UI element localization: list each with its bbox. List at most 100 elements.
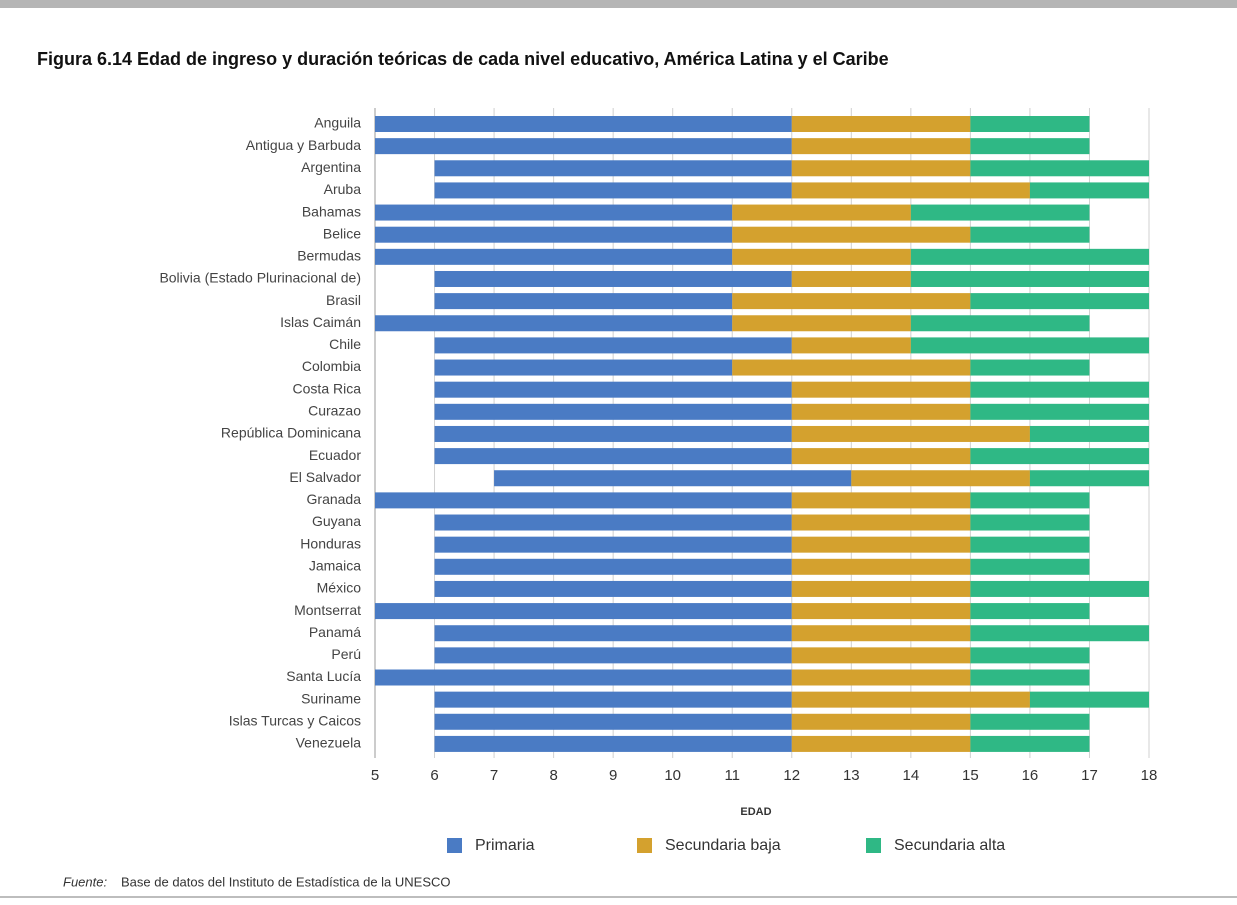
bar-segment — [970, 647, 1090, 664]
bar-segment — [434, 337, 792, 354]
bar-segment — [375, 315, 733, 332]
bar-segment — [791, 625, 971, 642]
bar-segment — [375, 248, 733, 265]
y-tick-label: Granada — [307, 491, 362, 507]
bar-segment — [375, 669, 792, 686]
x-tick-label: 17 — [1081, 767, 1098, 784]
y-tick-label: Aruba — [324, 181, 362, 197]
legend-label: Secundaria baja — [665, 837, 781, 854]
bar-segment — [851, 470, 1030, 487]
x-tick-label: 11 — [724, 767, 740, 784]
bar-segment — [910, 270, 1149, 287]
bar-segment — [1029, 470, 1149, 487]
bar-segment — [791, 691, 1030, 708]
bar-segment — [434, 536, 792, 553]
x-tick-label: 13 — [843, 767, 860, 784]
bar-segment — [791, 603, 971, 620]
y-tick-label: El Salvador — [289, 469, 361, 485]
bar-segment — [970, 492, 1090, 509]
bottom-rule — [0, 896, 1237, 898]
y-tick-label: Guyana — [312, 513, 361, 529]
x-tick-label: 15 — [962, 767, 979, 784]
x-tick-label: 5 — [371, 767, 379, 784]
bar-segment — [970, 293, 1149, 310]
bar-segment — [434, 691, 792, 708]
y-tick-label: Belice — [323, 225, 361, 241]
bar-segment — [434, 293, 733, 310]
bar-segment — [970, 226, 1090, 243]
legend-swatch — [866, 838, 881, 853]
x-axis-label: EDAD — [740, 806, 771, 818]
x-tick-label: 9 — [609, 767, 617, 784]
bar-segment — [970, 713, 1090, 730]
bar-segment — [791, 116, 971, 132]
bar-segment — [434, 182, 792, 199]
bar-segment — [434, 735, 792, 752]
bar-segment — [791, 647, 971, 664]
y-tick-label: Curazao — [308, 403, 361, 419]
bar-segment — [970, 116, 1090, 132]
bar-segment — [970, 669, 1090, 686]
bar-segment — [732, 204, 911, 221]
bar-segment — [970, 580, 1149, 597]
y-tick-label: Islas Caimán — [280, 314, 361, 330]
y-tick-label: Santa Lucía — [286, 668, 361, 684]
bar-segment — [970, 160, 1149, 177]
legend-label: Primaria — [475, 837, 535, 854]
y-tick-label: Perú — [331, 646, 361, 662]
legend-swatch — [447, 838, 462, 853]
bar-segment — [970, 403, 1149, 420]
bar-segment — [434, 359, 733, 376]
bar-segment — [910, 204, 1090, 221]
bar-segment — [791, 580, 971, 597]
bar-segment — [434, 514, 792, 531]
bar-segment — [791, 160, 971, 177]
bar-segment — [970, 448, 1149, 465]
bar-segment — [791, 713, 971, 730]
source-label: Fuente: — [63, 874, 107, 889]
bar-segment — [434, 558, 792, 575]
bar-segment — [434, 160, 792, 177]
y-tick-label: Ecuador — [309, 447, 361, 463]
y-tick-label: Colombia — [302, 358, 361, 374]
y-tick-label: Brasil — [326, 292, 361, 308]
bar-segment — [791, 381, 971, 398]
x-tick-label: 14 — [903, 767, 920, 784]
bar-segment — [434, 425, 792, 442]
bar-segment — [732, 226, 971, 243]
y-tick-label: México — [317, 580, 362, 596]
bar-segment — [970, 536, 1090, 553]
bar-segment — [970, 381, 1149, 398]
bar-segment — [732, 359, 971, 376]
bar-segment — [791, 492, 971, 509]
x-tick-label: 18 — [1141, 767, 1158, 784]
bar-segment — [791, 536, 971, 553]
top-rule — [0, 0, 1237, 8]
y-tick-label: Antigua y Barbuda — [246, 137, 361, 153]
bar-segment — [970, 603, 1090, 620]
y-tick-label: Montserrat — [294, 602, 361, 618]
x-tick-label: 6 — [430, 767, 438, 784]
y-tick-label: Bahamas — [302, 203, 361, 219]
y-tick-label: Suriname — [301, 690, 361, 706]
bar-segment — [1029, 691, 1149, 708]
bar-segment — [970, 558, 1090, 575]
x-tick-label: 7 — [490, 767, 498, 784]
x-tick-label: 10 — [664, 767, 681, 784]
bar-segment — [375, 492, 792, 509]
bar-segment — [791, 448, 971, 465]
x-tick-label: 16 — [1022, 767, 1039, 784]
bar-segment — [434, 625, 792, 642]
bar-segment — [732, 293, 971, 310]
bar-segment — [791, 403, 971, 420]
bar-segment — [791, 182, 1030, 199]
y-tick-label: Chile — [329, 336, 361, 352]
bar-segment — [375, 603, 792, 620]
x-tick-label: 12 — [783, 767, 800, 784]
bar-segment — [970, 138, 1090, 155]
bar-segment — [791, 270, 911, 287]
y-tick-label: Venezuela — [296, 735, 362, 751]
bar-segment — [791, 514, 971, 531]
bar-segment — [375, 204, 733, 221]
bar-segment — [791, 558, 971, 575]
